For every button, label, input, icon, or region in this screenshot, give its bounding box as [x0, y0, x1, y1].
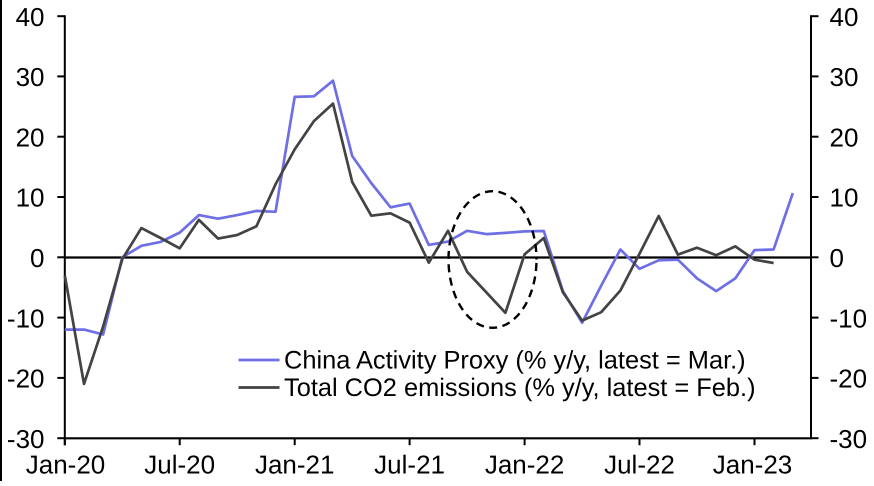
svg-text:Jan-20: Jan-20	[26, 450, 106, 480]
svg-text:10: 10	[830, 183, 859, 213]
svg-text:Jul-22: Jul-22	[604, 450, 675, 480]
svg-text:China Activity Proxy (% y/y, l: China Activity Proxy (% y/y, latest = Ma…	[284, 347, 746, 375]
svg-text:Jan-22: Jan-22	[485, 450, 565, 480]
svg-text:Jul-21: Jul-21	[374, 450, 445, 480]
svg-text:30: 30	[830, 62, 859, 92]
svg-text:30: 30	[16, 62, 45, 92]
svg-text:-30: -30	[830, 424, 868, 454]
svg-text:-30: -30	[7, 424, 45, 454]
svg-text:Jan-23: Jan-23	[713, 450, 793, 480]
svg-text:-10: -10	[7, 303, 45, 333]
svg-text:10: 10	[16, 183, 45, 213]
svg-text:0: 0	[30, 243, 44, 273]
svg-text:20: 20	[830, 122, 859, 152]
svg-text:Jan-21: Jan-21	[255, 450, 335, 480]
svg-text:40: 40	[16, 2, 45, 32]
svg-text:20: 20	[16, 122, 45, 152]
svg-text:Jul-20: Jul-20	[144, 450, 215, 480]
svg-text:Total CO2 emissions (% y/y, la: Total CO2 emissions (% y/y, latest = Feb…	[284, 374, 756, 402]
svg-text:0: 0	[830, 243, 844, 273]
svg-text:-20: -20	[830, 364, 868, 394]
svg-text:-20: -20	[7, 364, 45, 394]
svg-text:-10: -10	[830, 303, 868, 333]
svg-text:40: 40	[830, 2, 859, 32]
